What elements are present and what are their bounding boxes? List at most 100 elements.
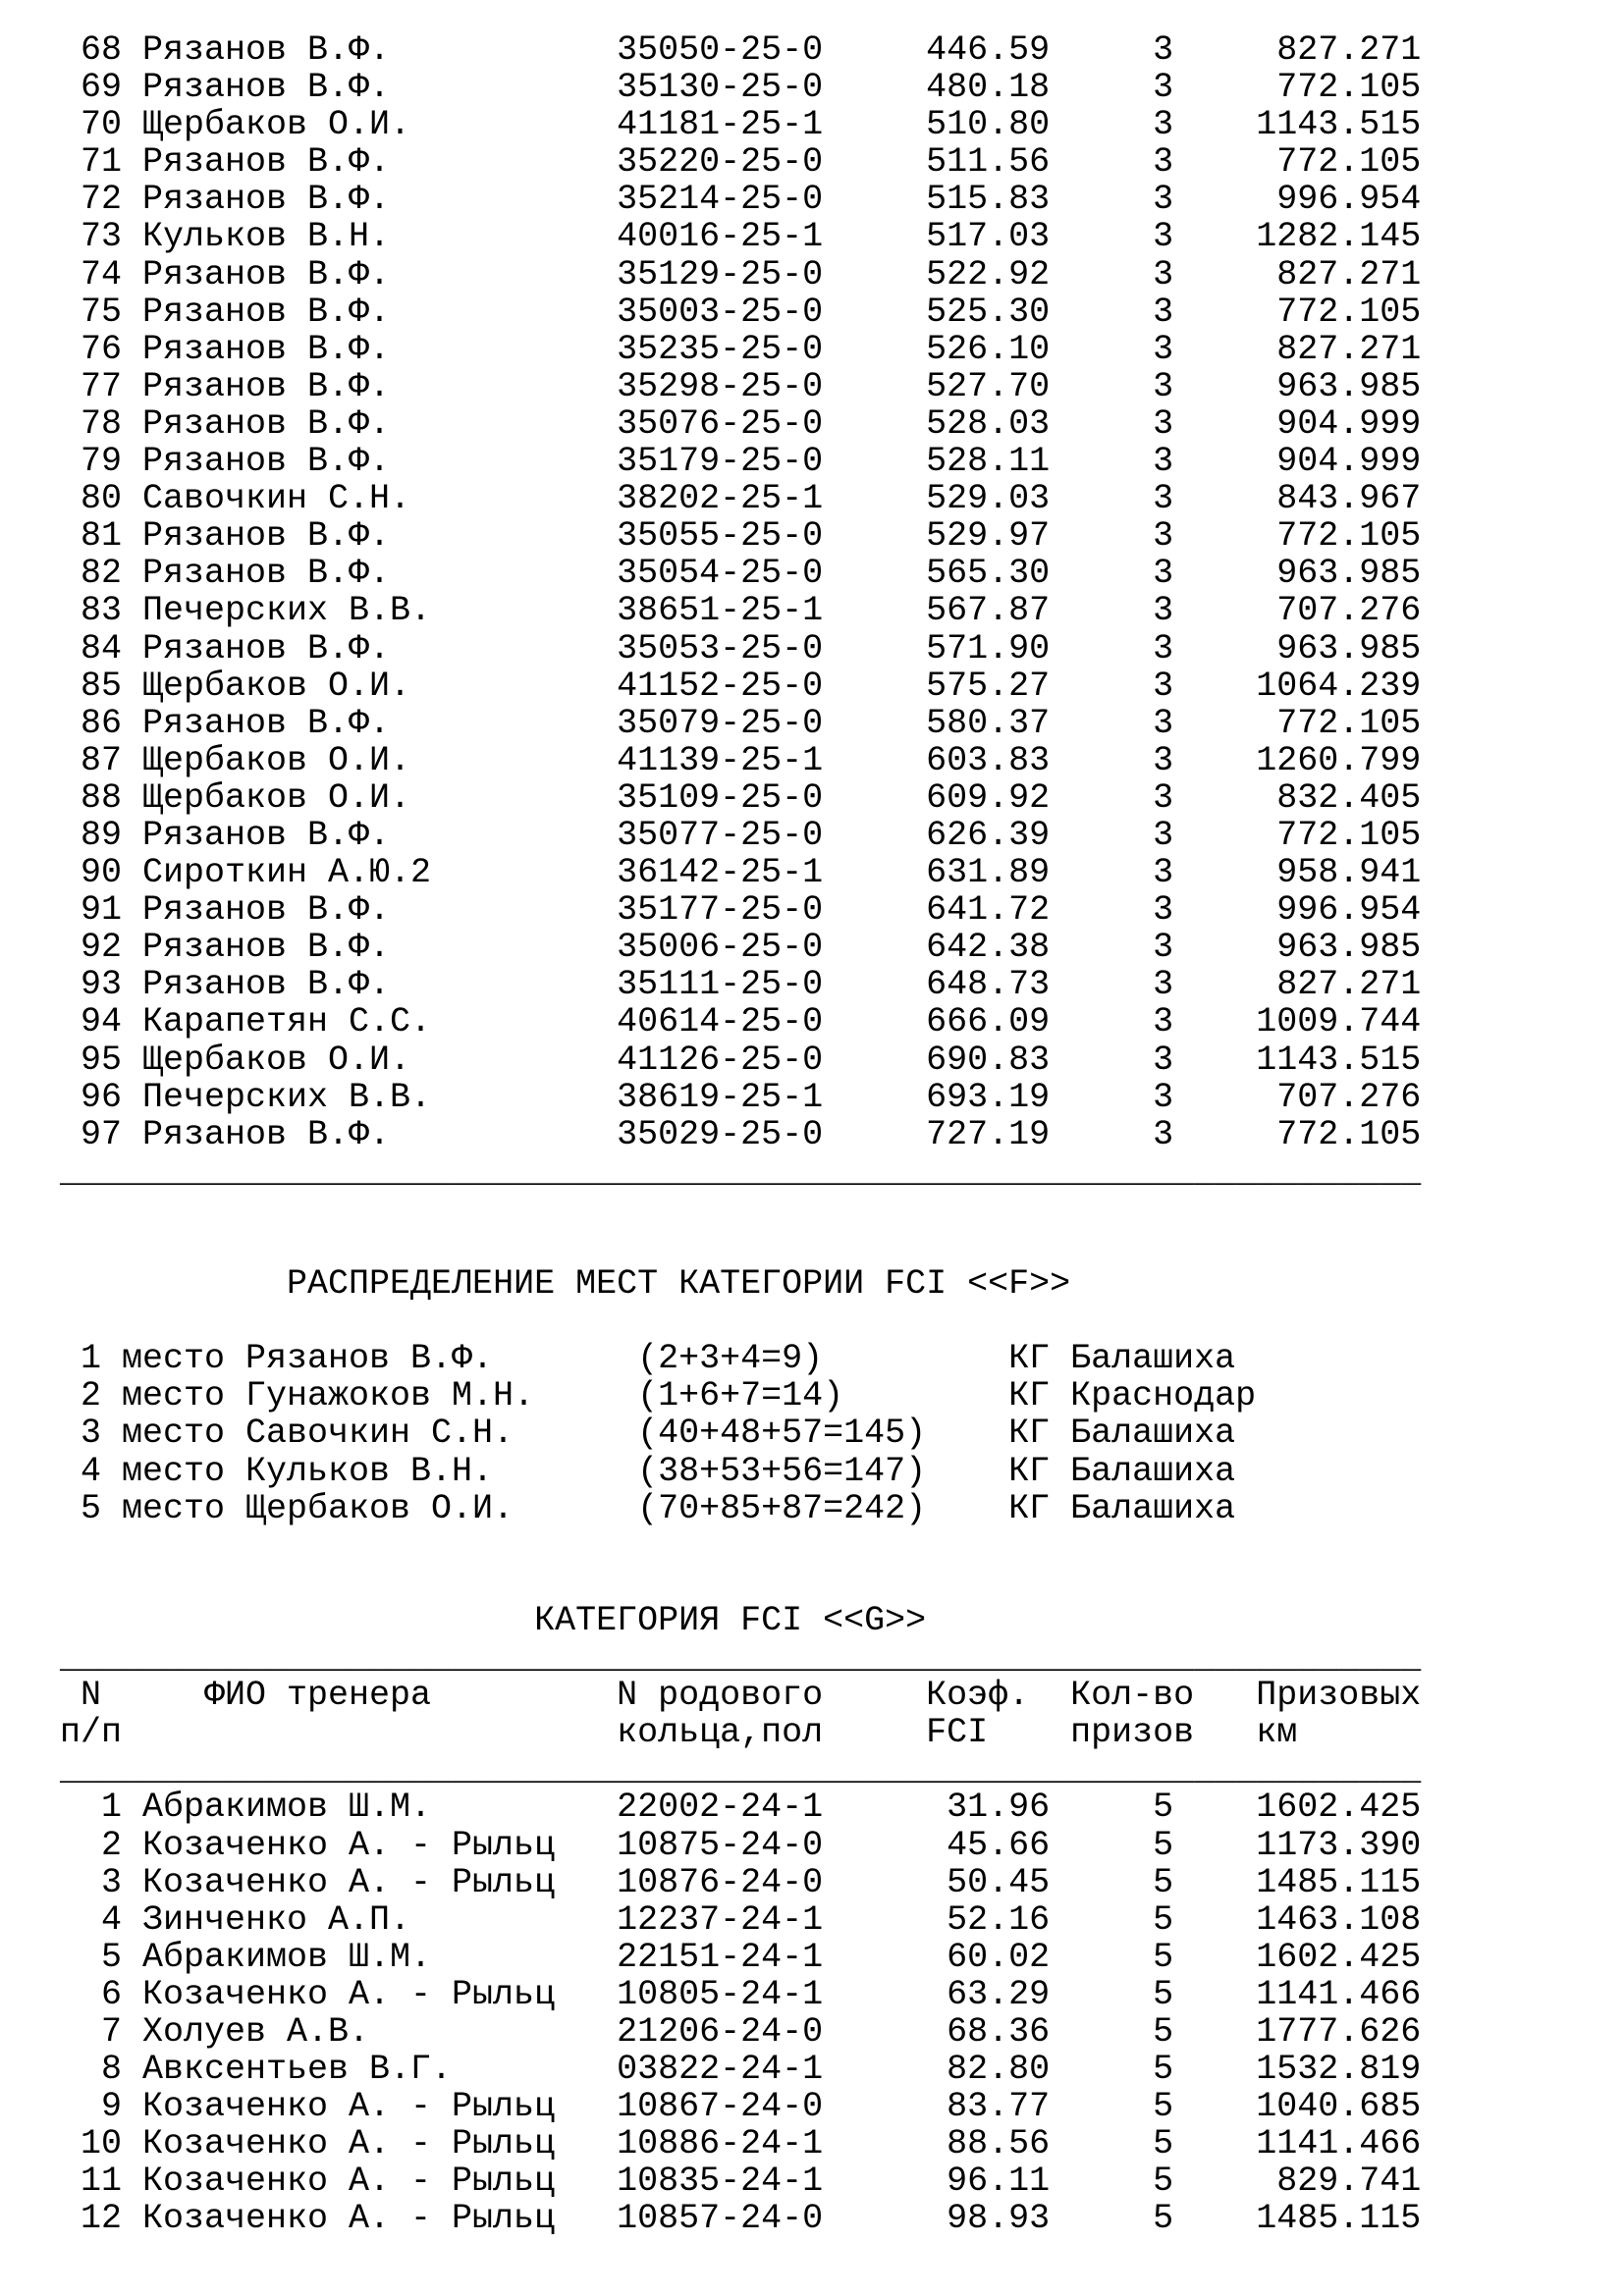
trainer-name: Щербаков О.И. (142, 777, 411, 818)
trainer-name: Щербаков О.И. (142, 1040, 411, 1080)
prize-count: 3 (1153, 1077, 1174, 1117)
ring-number: 35220-25-0 (617, 142, 824, 183)
result-row: 76 Рязанов В.Ф. 35235-25-0 526.10 3 827.271 (60, 331, 1624, 368)
result-row: 82 Рязанов В.Ф. 35054-25-0 565.30 3 963.985 (60, 555, 1624, 592)
ring-number: 35077-25-0 (617, 815, 824, 855)
fci-coefficient: 96.11 (947, 2162, 1051, 2202)
ring-number: 35298-25-0 (617, 366, 824, 406)
prize-count: 5 (1153, 2050, 1174, 2090)
ring-number: 35050-25-0 (617, 30, 824, 70)
ring-number: 36142-25-1 (617, 853, 824, 893)
result-row: 4 Зинченко А.П. 12237-24-1 52.16 5 1463.108 (60, 1901, 1624, 1939)
fci-coefficient: 528.11 (926, 442, 1051, 482)
ring-number: 10875-24-0 (617, 1825, 824, 1865)
club-city: Балашиха (1070, 1414, 1236, 1454)
prize-count: 3 (1153, 217, 1174, 257)
prize-count: 3 (1153, 479, 1174, 519)
trainer-name: Рязанов В.Ф. (142, 142, 391, 183)
fci-coefficient: 631.89 (926, 853, 1051, 893)
prize-km: 996.954 (1276, 180, 1422, 220)
club-abbr: КГ (1008, 1451, 1051, 1491)
prize-km: 904.999 (1276, 403, 1422, 444)
prize-count: 5 (1153, 1937, 1174, 1977)
place-number: 4 (80, 1451, 101, 1491)
category-f-results-table: 68 Рязанов В.Ф. 35050-25-0 446.59 3 827.271 69… (60, 31, 1624, 1191)
prize-count: 5 (1153, 2011, 1174, 2052)
place-label: место (122, 1488, 226, 1528)
fci-coefficient: 529.97 (926, 516, 1051, 557)
row-number: 90 (80, 853, 122, 893)
table-header-line-2: п/п кольца,пол FCI призов км (60, 1714, 1624, 1751)
prize-count: 3 (1153, 928, 1174, 968)
prize-count: 3 (1153, 403, 1174, 444)
ring-number: 35029-25-0 (617, 1114, 824, 1154)
fci-coefficient: 88.56 (947, 2124, 1051, 2164)
prize-km: 707.276 (1276, 591, 1422, 631)
prize-km: 996.954 (1276, 890, 1422, 931)
prize-km: 827.271 (1276, 965, 1422, 1005)
row-number: 92 (80, 928, 122, 968)
fci-coefficient: 528.03 (926, 403, 1051, 444)
fci-coefficient: 98.93 (947, 2199, 1051, 2239)
result-row: 11 Козаченко А. - Рыльц 10835-24-1 96.11 5 82… (60, 2163, 1624, 2200)
fci-coefficient: 82.80 (947, 2050, 1051, 2090)
prize-km: 707.276 (1276, 1077, 1422, 1117)
section-title-line: РАСПРЕДЕЛЕНИЕ МЕСТ КАТЕГОРИИ FCI <<F>> (60, 1265, 1624, 1303)
result-row: 6 Козаченко А. - Рыльц 10805-24-1 63.29 5 114… (60, 1976, 1624, 2013)
row-number: 73 (80, 217, 122, 257)
prize-km: 829.741 (1276, 2162, 1422, 2202)
trainer-name: Карапетян С.С. (142, 1002, 432, 1042)
result-row: 2 Козаченко А. - Рыльц 10875-24-0 45.66 5 117… (60, 1825, 1624, 1865)
row-number: 78 (80, 403, 122, 444)
trainer-name: Козаченко А. - Рыльц (142, 2162, 556, 2202)
result-row: 93 Рязанов В.Ф. 35111-25-0 648.73 3 827.271 (60, 966, 1624, 1003)
trainer-name: Рязанов В.Ф. (245, 1339, 494, 1379)
place-number: 3 (80, 1414, 101, 1454)
row-number: 88 (80, 777, 122, 818)
result-row: 81 Рязанов В.Ф. 35055-25-0 529.97 3 772.105 (60, 517, 1624, 555)
fci-coefficient: 642.38 (926, 928, 1051, 968)
ring-number: 38651-25-1 (617, 591, 824, 631)
row-number: 5 (100, 1937, 122, 1977)
row-number: 74 (80, 254, 122, 294)
ring-number: 10805-24-1 (617, 1974, 824, 2014)
prize-km: 843.967 (1276, 479, 1422, 519)
prize-km: 958.941 (1276, 853, 1422, 893)
row-number: 77 (80, 366, 122, 406)
sum-formula: (2+3+4=9) (637, 1339, 824, 1379)
header-km: Призовых (1256, 1676, 1422, 1716)
fci-coefficient: 565.30 (926, 554, 1051, 594)
fci-coefficient: 480.18 (926, 68, 1051, 108)
result-row: 79 Рязанов В.Ф. 35179-25-0 528.11 3 904.999 (60, 443, 1624, 480)
header-num: п/п (60, 1713, 123, 1753)
prize-km: 772.105 (1276, 815, 1422, 855)
prize-km: 1143.515 (1256, 1040, 1422, 1080)
prize-km: 1040.685 (1256, 2087, 1422, 2127)
ring-number: 41181-25-1 (617, 105, 824, 145)
row-number: 97 (80, 1114, 122, 1154)
ring-number: 35235-25-0 (617, 329, 824, 369)
prize-km: 963.985 (1276, 366, 1422, 406)
fci-coefficient: 527.70 (926, 366, 1051, 406)
result-row: 74 Рязанов В.Ф. 35129-25-0 522.92 3 827.271 (60, 254, 1624, 294)
ring-number: 40016-25-1 (617, 217, 824, 257)
ring-number: 10867-24-0 (617, 2087, 824, 2127)
ring-number: 41152-25-0 (617, 666, 824, 706)
prize-count: 3 (1153, 591, 1174, 631)
prize-km: 772.105 (1276, 292, 1422, 332)
ring-number: 21206-24-0 (617, 2011, 824, 2052)
row-number: 7 (100, 2011, 122, 2052)
row-number: 89 (80, 815, 122, 855)
place-number: 2 (80, 1376, 101, 1416)
row-number: 4 (100, 1899, 122, 1940)
row-number: 94 (80, 1002, 122, 1042)
result-row: 75 Рязанов В.Ф. 35003-25-0 525.30 3 772.105 (60, 294, 1624, 331)
prize-count: 3 (1153, 628, 1174, 668)
ring-number: 35054-25-0 (617, 554, 824, 594)
row-number: 76 (80, 329, 122, 369)
header-prizes: Кол-во (1070, 1676, 1195, 1716)
header-coef: FCI (926, 1713, 989, 1753)
blank-line (60, 1565, 1624, 1602)
prize-km: 1173.390 (1256, 1825, 1422, 1865)
